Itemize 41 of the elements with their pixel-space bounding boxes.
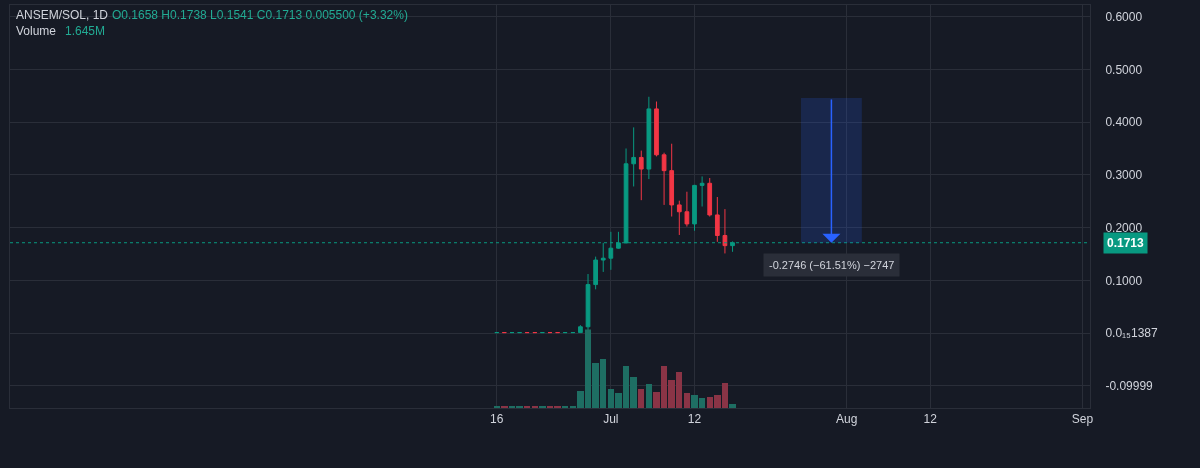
x-tick-label: Aug — [835, 412, 858, 427]
chart-title: ANSEM/SOL, 1D — [16, 8, 109, 22]
x-tick-label: 16 — [490, 412, 504, 427]
y-tick-label: 0.0₁₅1387 — [1105, 326, 1158, 341]
bar — [645, 383, 653, 408]
candlestick — [646, 96, 652, 180]
annotation: 1.645M — [65, 24, 106, 38]
candlestick — [676, 200, 682, 236]
chart-title: Volume — [16, 24, 57, 38]
candlestick — [722, 208, 728, 254]
y-tick-label: -0.09999 — [1105, 379, 1154, 394]
bar — [638, 389, 645, 408]
y-tick-label: 0.3000 — [1105, 168, 1143, 183]
x-tick-label: 12 — [923, 412, 938, 427]
chart-subtitle: O0.1658 H0.1738 L0.1541 C0.1713 0.005500 (+3.32%) — [112, 8, 408, 22]
y-tick-label: 0.4000 — [1105, 115, 1143, 130]
candlestick — [593, 256, 598, 290]
y-tick-label: 0.6000 — [1105, 9, 1143, 24]
bar — [729, 404, 736, 408]
y-tick-label: 0.5000 — [1105, 62, 1143, 77]
candlestick — [661, 152, 667, 206]
candlestick — [654, 101, 659, 157]
bar — [501, 405, 508, 408]
y-tick-label: 0.2000 — [1105, 220, 1143, 235]
x-tick-label: 12 — [687, 412, 702, 427]
ref-line-label: 0.1713 — [1107, 236, 1145, 250]
x-tick-label: Jul — [603, 412, 619, 427]
candlestick — [692, 184, 697, 232]
candlestick — [714, 196, 720, 243]
candlestick — [669, 143, 675, 218]
candlestick — [578, 324, 583, 334]
annotation: -0.2746 (−61.51%) −2747 — [769, 259, 895, 271]
candlestick — [707, 177, 713, 218]
candlestick — [684, 191, 690, 228]
x-tick-label: Sep — [1071, 412, 1094, 427]
y-tick-label: 0.1000 — [1105, 273, 1143, 288]
bar — [683, 393, 691, 408]
candlestick — [631, 126, 637, 187]
candlestick — [600, 242, 606, 273]
candlestick — [638, 150, 644, 201]
candlestick — [699, 175, 705, 207]
